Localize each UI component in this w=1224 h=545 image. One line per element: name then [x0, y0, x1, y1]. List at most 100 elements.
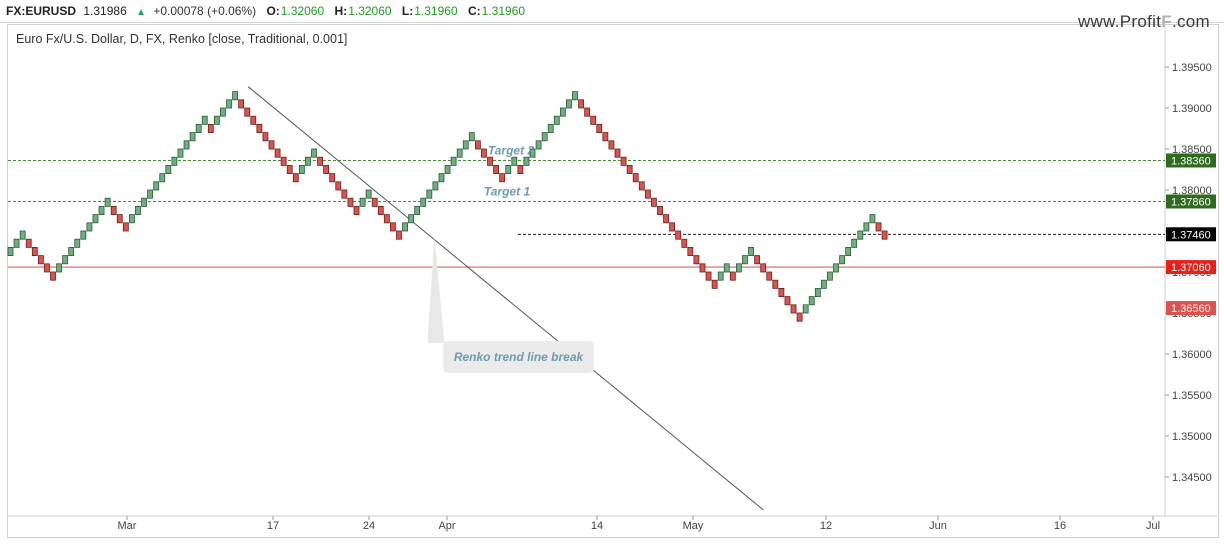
renko-brick: [857, 230, 864, 240]
y-tick-label: 1.38500: [1172, 144, 1212, 156]
renko-brick: [359, 197, 366, 207]
renko-brick: [553, 115, 560, 125]
renko-brick: [790, 304, 797, 314]
renko-brick: [450, 156, 457, 166]
annotation-text: Renko trend line break: [454, 350, 585, 364]
renko-brick: [723, 263, 730, 273]
x-tick-label: 12: [820, 520, 832, 532]
renko-brick: [92, 214, 99, 224]
renko-brick: [851, 238, 858, 248]
renko-brick: [505, 164, 512, 174]
close-label: C:: [467, 4, 481, 18]
renko-brick: [250, 115, 257, 125]
level-note-0: Target 2: [488, 143, 535, 157]
renko-brick: [116, 214, 123, 224]
last-price-tag: 1.36560: [1171, 303, 1211, 315]
renko-brick: [207, 124, 214, 134]
renko-brick: [456, 148, 463, 158]
y-tick-label: 1.34500: [1172, 472, 1212, 484]
time-axis[interactable]: Mar 17 24 Apr 14 May 12 Jun 16 Jul: [118, 516, 1161, 532]
renko-brick: [620, 156, 627, 166]
renko-brick: [517, 164, 524, 174]
renko-bricks: [7, 91, 888, 322]
renko-brick: [839, 255, 845, 265]
renko-brick: [86, 222, 93, 232]
renko-brick: [833, 263, 839, 273]
renko-brick: [875, 222, 882, 232]
renko-brick: [377, 205, 384, 215]
renko-brick: [644, 189, 651, 199]
renko-brick: [44, 263, 50, 273]
annotation-layer: Renko trend line break: [427, 236, 594, 373]
level-note-1: Target 1: [484, 184, 531, 198]
renko-brick: [614, 148, 621, 158]
renko-brick: [523, 156, 530, 166]
renko-brick: [511, 156, 518, 166]
renko-brick: [584, 107, 591, 117]
renko-brick: [869, 214, 876, 224]
last-price: 1.31986: [83, 4, 127, 18]
renko-brick: [748, 246, 754, 256]
renko-brick: [195, 124, 202, 134]
renko-brick: [317, 156, 323, 166]
low-value: 1.31960: [414, 4, 458, 18]
renko-brick: [827, 271, 833, 281]
x-tick-label: Mar: [118, 520, 137, 532]
renko-brick: [238, 99, 245, 109]
trend-line[interactable]: [247, 86, 764, 511]
renko-brick: [286, 164, 293, 174]
renko-brick: [323, 164, 330, 174]
last-price-tag-bg: [1166, 301, 1216, 316]
y-tick-label: 1.38000: [1172, 185, 1212, 197]
renko-brick: [632, 173, 639, 183]
renko-brick: [141, 197, 147, 207]
price-tag-1-bg: [1166, 194, 1216, 209]
x-tick-label: 16: [1054, 520, 1066, 532]
renko-brick: [669, 222, 676, 232]
x-tick-label: Apr: [438, 520, 455, 532]
y-tick-label: 1.35000: [1172, 431, 1212, 443]
x-tick-label: Jun: [929, 520, 947, 532]
high-value: 1.32060: [348, 4, 392, 18]
renko-brick: [535, 140, 542, 150]
renko-brick: [383, 214, 390, 224]
renko-brick: [438, 173, 445, 183]
renko-brick: [602, 132, 609, 142]
chart-frame[interactable]: [7, 24, 1219, 538]
renko-brick: [693, 255, 700, 265]
renko-brick: [268, 140, 275, 150]
renko-brick: [201, 115, 208, 125]
annotation-box: [443, 341, 594, 373]
renko-brick: [687, 246, 694, 256]
renko-brick: [414, 205, 421, 215]
renko-brick: [420, 197, 427, 207]
symbol-name[interactable]: FX:EURUSD: [6, 4, 77, 18]
renko-brick: [135, 205, 141, 215]
horizontal-levels: Target 2 Target 1: [8, 143, 1165, 268]
brand-watermark: www.ProfitF.com: [1078, 12, 1210, 32]
renko-brick: [244, 107, 251, 117]
renko-brick: [559, 107, 566, 117]
renko-brick: [711, 279, 718, 289]
brand-f: F: [1161, 12, 1172, 31]
renko-brick: [189, 132, 196, 142]
renko-brick: [742, 255, 748, 265]
renko-brick: [311, 148, 317, 158]
renko-brick: [213, 115, 220, 125]
renko-brick: [481, 148, 487, 158]
renko-brick: [31, 246, 38, 256]
renko-brick: [578, 99, 584, 109]
x-tick-label: 24: [363, 520, 375, 532]
renko-brick: [232, 91, 238, 101]
y-tick-label: 1.35500: [1172, 390, 1212, 402]
renko-brick: [365, 189, 372, 199]
annotation-pointer: [427, 236, 445, 343]
x-tick-label: 17: [267, 520, 279, 532]
high-label: H:: [334, 4, 348, 18]
renko-brick: [547, 124, 554, 134]
renko-brick: [541, 132, 548, 142]
x-tick-label: Jul: [1146, 520, 1160, 532]
renko-brick: [62, 255, 69, 265]
y-tick-label: 1.36000: [1172, 349, 1212, 361]
